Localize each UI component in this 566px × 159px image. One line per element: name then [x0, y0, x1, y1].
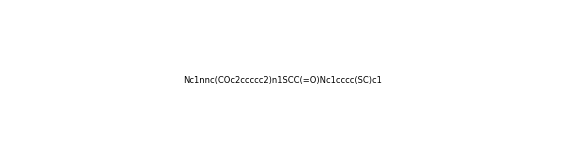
Text: Nc1nnc(COc2ccccc2)n1SCC(=O)Nc1cccc(SC)c1: Nc1nnc(COc2ccccc2)n1SCC(=O)Nc1cccc(SC)c1	[183, 76, 383, 84]
